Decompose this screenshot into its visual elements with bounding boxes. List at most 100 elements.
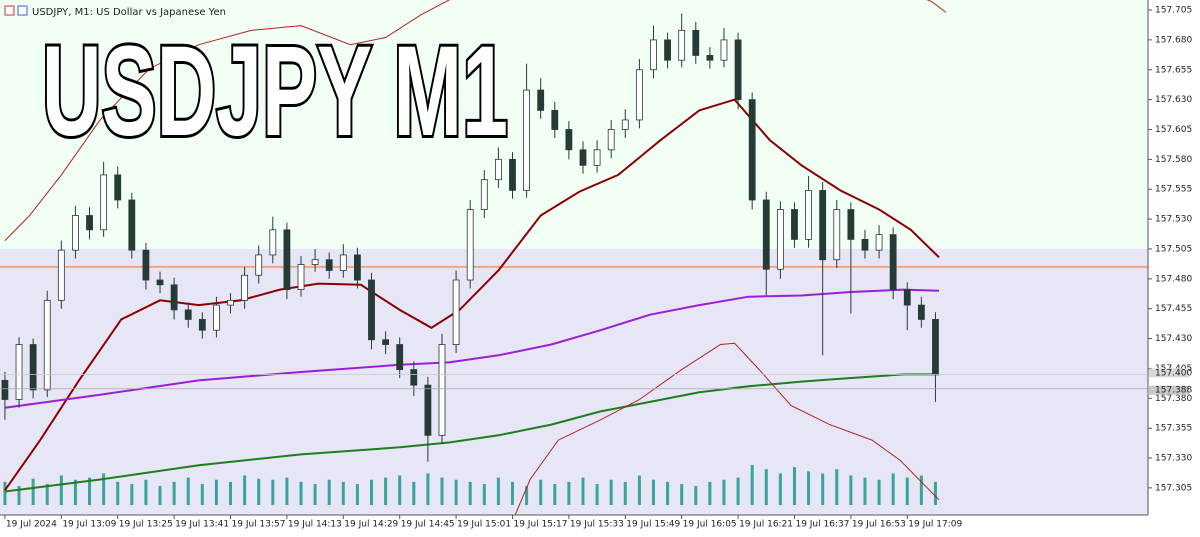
candle-body — [1, 379, 9, 400]
volume-bar — [778, 473, 782, 505]
indicator-line — [4, 98, 940, 491]
price-axis-background — [1148, 0, 1200, 537]
x-tick-label: 19 Jul 13:25 — [119, 520, 173, 530]
candle-body — [480, 179, 488, 210]
volume-bar — [863, 477, 867, 505]
volume-bar — [214, 479, 218, 505]
candle-body — [537, 89, 545, 111]
volume-bar — [694, 486, 698, 505]
candle-body — [664, 39, 671, 61]
x-tick-label: 19 Jul 16:21 — [739, 520, 793, 530]
y-tick-label: 157.480 — [1155, 274, 1192, 284]
volume-bar — [45, 483, 49, 505]
volume-bar — [355, 483, 359, 505]
chart-title: USDJPY, M1: US Dollar vs Japanese Yen — [32, 7, 226, 18]
time-axis-background — [0, 515, 1200, 537]
volume-bar — [905, 477, 909, 505]
candle-body — [396, 344, 404, 371]
candle-body — [269, 229, 277, 256]
volume-bar — [764, 469, 768, 505]
x-tick-label: 19 Jul 16:05 — [683, 520, 737, 530]
candle-body — [847, 209, 855, 240]
candle-body — [607, 129, 615, 151]
candle-body — [255, 254, 263, 276]
volume-bar — [285, 477, 289, 505]
candle-body — [565, 129, 573, 151]
candle-body — [805, 190, 812, 240]
x-tick-label: 19 Jul 14:45 — [401, 520, 455, 530]
candle-body — [791, 209, 798, 240]
candle-body — [903, 289, 911, 306]
volume-bar — [623, 481, 627, 505]
volume-bar — [722, 479, 726, 505]
indicator-line — [4, 373, 939, 493]
candle-body — [170, 284, 178, 311]
volume-bar — [510, 481, 514, 505]
volume-bar — [172, 481, 176, 505]
candle-body — [523, 89, 530, 191]
candle-body — [692, 29, 700, 56]
candle-body — [283, 229, 291, 290]
x-tick-label: 19 Jul 16:37 — [795, 520, 849, 530]
candle-body — [466, 209, 474, 281]
volume-bar — [200, 483, 204, 505]
y-tick-label: 157.580 — [1155, 155, 1192, 165]
candle-body — [819, 190, 827, 261]
x-tick-label: 19 Jul 15:01 — [457, 520, 511, 530]
x-tick-label: 19 Jul 15:17 — [513, 520, 567, 530]
volume-bar — [158, 486, 162, 505]
candle-body — [128, 199, 136, 251]
candle-body — [354, 254, 361, 281]
candle-body — [494, 158, 502, 181]
candle-body — [43, 299, 51, 391]
volume-bar — [496, 477, 500, 505]
volume-bar — [144, 479, 148, 505]
candle-body — [678, 29, 686, 61]
volume-bar — [88, 477, 92, 505]
candle-body — [114, 174, 122, 201]
candle-body — [142, 249, 150, 281]
volume-bar — [708, 481, 712, 505]
indicator-line — [4, 288, 940, 409]
candle-body — [57, 249, 65, 301]
ask-label-box — [1149, 368, 1189, 378]
x-tick-label: 19 Jul 13:41 — [175, 520, 229, 530]
candle-body — [889, 234, 897, 290]
x-tick-label: 19 Jul 13:09 — [62, 520, 116, 530]
candle-body — [748, 99, 756, 201]
y-tick-label: 157.705 — [1155, 6, 1192, 16]
volume-bar — [370, 479, 374, 505]
volume-bar — [186, 477, 190, 505]
volume-bar — [750, 465, 754, 505]
candle-body — [339, 254, 347, 271]
volume-bar — [877, 479, 881, 505]
y-tick-label: 157.605 — [1155, 125, 1192, 135]
header: USDJPY, M1: US Dollar vs Japanese Yen — [4, 5, 226, 18]
volume-bar — [468, 481, 472, 505]
candle-body — [452, 279, 460, 345]
volume-bar — [835, 469, 839, 505]
y-tick-label: 157.630 — [1155, 95, 1192, 105]
icon — [4, 5, 15, 16]
candle-body — [776, 209, 784, 270]
candle-body — [86, 215, 93, 231]
y-tick-label: 157.555 — [1155, 185, 1192, 195]
candle-body — [621, 119, 629, 130]
volume-bar — [130, 483, 134, 505]
candle-body — [15, 344, 23, 400]
candle-body — [184, 309, 192, 320]
candle-body — [410, 369, 418, 386]
volume-bar — [482, 483, 486, 505]
volume-bar — [257, 478, 261, 505]
candle-body — [579, 149, 587, 166]
volume-bar — [341, 481, 345, 505]
x-tick-label: 19 Jul 2024 — [6, 520, 57, 530]
volume-bar — [637, 475, 641, 505]
x-tick-label: 19 Jul 16:53 — [852, 520, 906, 530]
volume-bar — [327, 479, 331, 505]
volume-bar — [933, 481, 937, 505]
volume-bar — [271, 479, 275, 505]
candle-body — [917, 304, 925, 320]
volume-bar — [102, 473, 106, 505]
